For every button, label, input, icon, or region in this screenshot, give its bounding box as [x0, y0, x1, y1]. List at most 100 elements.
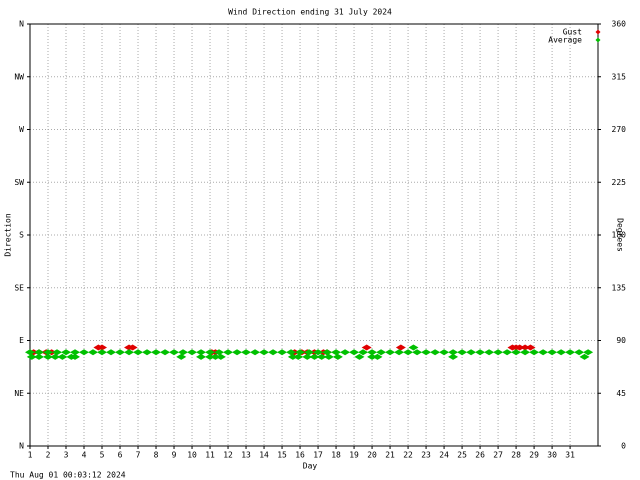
data-point — [430, 349, 441, 356]
data-point — [340, 349, 351, 356]
data-point — [349, 349, 360, 356]
data-point — [466, 349, 477, 356]
x-tick-label: 31 — [565, 451, 575, 460]
data-point — [520, 349, 531, 356]
x-tick-label: 30 — [547, 451, 557, 460]
data-point — [403, 349, 414, 356]
data-point — [367, 349, 378, 356]
x-tick-label: 16 — [295, 451, 305, 460]
data-point — [514, 344, 525, 351]
data-point — [151, 349, 162, 356]
data-point — [43, 349, 54, 356]
x-tick-label: 7 — [136, 451, 141, 460]
data-point — [448, 349, 459, 356]
x-tick-label: 3 — [64, 451, 69, 460]
data-point — [293, 353, 304, 360]
data-point — [34, 349, 45, 356]
data-point — [525, 344, 536, 351]
data-point — [520, 344, 531, 351]
data-point — [97, 344, 108, 351]
data-point — [302, 353, 313, 360]
data-point — [25, 349, 35, 356]
data-point — [502, 349, 513, 356]
data-point — [26, 353, 37, 360]
data-point — [367, 353, 378, 360]
x-tick-label: 10 — [187, 451, 197, 460]
x-tick-label: 2 — [46, 451, 51, 460]
data-point — [331, 349, 342, 356]
data-point — [115, 349, 126, 356]
legend-marker — [595, 29, 601, 35]
y-tick-label: W — [19, 125, 24, 134]
data-point — [241, 349, 252, 356]
data-point — [214, 349, 225, 356]
data-point — [448, 353, 459, 360]
data-point — [277, 349, 288, 356]
data-point — [475, 349, 486, 356]
x-tick-label: 4 — [82, 451, 87, 460]
data-point — [124, 349, 135, 356]
y-tick-label: S — [19, 231, 24, 240]
data-point — [259, 349, 270, 356]
data-point — [579, 353, 590, 360]
y-tick-label: N — [19, 20, 24, 29]
plot-frame — [29, 23, 599, 447]
data-point — [395, 344, 406, 351]
x-tick-label: 19 — [349, 451, 359, 460]
x-tick-label: 25 — [457, 451, 467, 460]
data-point — [52, 349, 63, 356]
data-point — [361, 344, 372, 351]
legend-marker — [595, 37, 601, 43]
data-point — [511, 349, 522, 356]
data-point — [57, 353, 68, 360]
data-point — [323, 353, 334, 360]
data-point — [376, 349, 387, 356]
data-point — [215, 353, 226, 360]
x-tick-label: 13 — [241, 451, 251, 460]
data-point — [223, 349, 234, 356]
y-tick-label: NW — [14, 72, 24, 81]
data-point — [34, 353, 45, 360]
y-tick-label: E — [19, 336, 24, 345]
data-point — [70, 349, 81, 356]
data-point — [106, 349, 117, 356]
y2-tick-label: 360 — [612, 20, 627, 29]
data-point — [529, 349, 540, 356]
legend-label: Gust — [563, 28, 582, 37]
data-point — [313, 349, 324, 356]
x-tick-label: 22 — [403, 451, 413, 460]
y-tick-label: SW — [14, 178, 24, 187]
x-tick-label: 9 — [172, 451, 177, 460]
data-point — [210, 353, 221, 360]
data-point — [61, 349, 72, 356]
x-tick-label: 20 — [367, 451, 377, 460]
data-point — [332, 353, 343, 360]
chart-title: Wind Direction ending 31 July 2024 — [228, 8, 392, 17]
y2-tick-label: 315 — [612, 72, 627, 81]
data-point — [574, 349, 585, 356]
x-tick-label: 15 — [277, 451, 287, 460]
data-point — [304, 349, 315, 356]
data-point — [250, 349, 261, 356]
data-point — [268, 349, 279, 356]
x-tick-label: 12 — [223, 451, 233, 460]
data-point — [394, 349, 405, 356]
x-tick-label: 1 — [28, 451, 33, 460]
y2-tick-label: 180 — [612, 231, 627, 240]
data-point — [538, 349, 549, 356]
data-point — [133, 349, 144, 356]
legend-label: Average — [548, 36, 582, 45]
y2-tick-label: 270 — [612, 125, 627, 134]
data-point — [354, 353, 365, 360]
x-tick-label: 5 — [100, 451, 105, 460]
data-point — [385, 349, 396, 356]
x-tick-label: 28 — [511, 451, 521, 460]
data-point — [556, 349, 567, 356]
x-tick-label: 18 — [331, 451, 341, 460]
data-point — [316, 353, 327, 360]
x-tick-label: 14 — [259, 451, 269, 460]
data-point — [70, 353, 81, 360]
data-point — [493, 349, 504, 356]
data-point — [169, 349, 180, 356]
